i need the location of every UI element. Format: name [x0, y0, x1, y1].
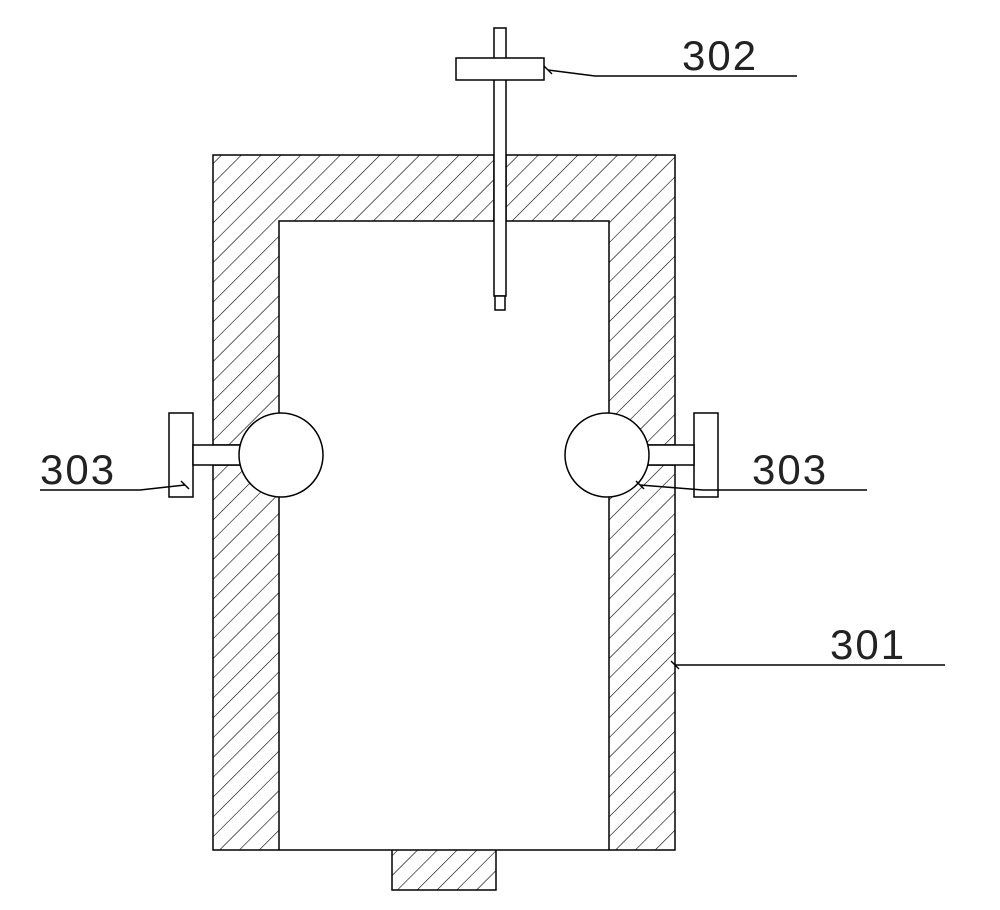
- svg-text:303: 303: [40, 446, 116, 493]
- svg-text:303: 303: [752, 446, 828, 493]
- svg-text:301: 301: [830, 621, 906, 668]
- container-wall: [213, 155, 675, 890]
- engineering-diagram: 302 303 303 301: [0, 0, 1000, 910]
- labels: 302 303 303 301: [40, 32, 945, 669]
- svg-text:302: 302: [682, 32, 758, 79]
